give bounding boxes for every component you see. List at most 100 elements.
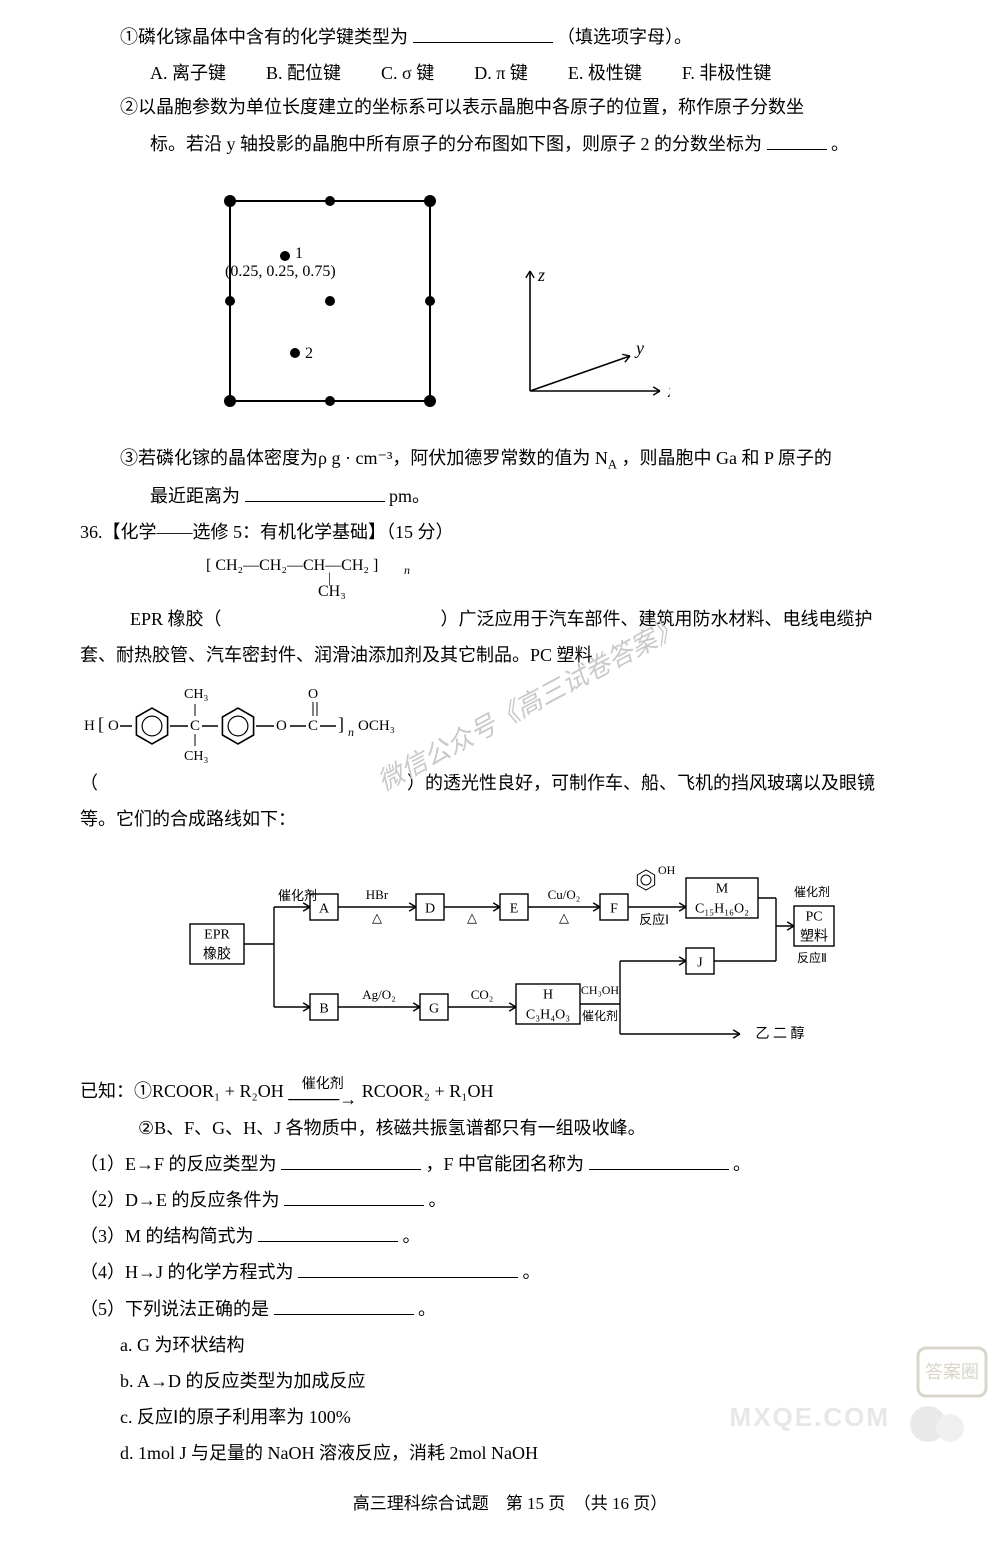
arrow-icon: ────→: [288, 1090, 357, 1108]
svg-text:CH₃OH: CH₃OH: [581, 983, 620, 997]
svg-text:M: M: [716, 882, 729, 897]
sub1b: ，F 中官能团名称为: [426, 1154, 585, 1174]
svg-text:D: D: [425, 902, 435, 917]
svg-text:[: [: [98, 714, 104, 734]
q35-p2b-tail: 。: [831, 134, 849, 154]
q35-opt-c[interactable]: C. σ 键: [381, 56, 434, 90]
q35-p2b-wrap: 标。若沿 y 轴投影的晶胞中所有原子的分布图如下图，则原子 2 的分数坐标为 。: [80, 127, 940, 161]
sub5: （5）下列说法正确的是 。: [80, 1292, 940, 1326]
sub2: （2）D→E 的反应条件为 。: [80, 1183, 940, 1217]
svg-text:△: △: [372, 910, 382, 925]
q35-p1-blank[interactable]: [413, 23, 553, 43]
reaction-scheme-diagram: EPR橡胶ABDEFGHC₃H₄O₃MC₁₅H₁₆O₂JPC塑料催化剂HBr△△…: [180, 844, 840, 1054]
svg-text:CO₂: CO₂: [471, 987, 494, 1002]
known-tail: RCOOR₂ + R₁OH: [362, 1081, 494, 1101]
svg-text:]: ]: [338, 714, 344, 734]
sub5-blank[interactable]: [274, 1295, 414, 1315]
sub1: （1）E→F 的反应类型为 ，F 中官能团名称为 。: [80, 1147, 940, 1181]
q35-figure-row: 1(0.25, 0.25, 0.75) 2 x y z: [200, 171, 940, 431]
sub4-blank[interactable]: [298, 1259, 518, 1279]
sub1-blank2[interactable]: [589, 1150, 729, 1170]
sub3t: （3）M 的结构简式为: [80, 1226, 254, 1246]
sub5-opt-a[interactable]: a. G 为环状结构: [80, 1328, 940, 1362]
svg-text:CH₃: CH₃: [318, 583, 346, 600]
svg-text:Cu/O₂: Cu/O₂: [548, 887, 581, 902]
svg-text:反应Ⅰ: 反应Ⅰ: [639, 912, 669, 927]
svg-text:CH₃: CH₃: [184, 749, 208, 764]
svg-text:J: J: [697, 956, 703, 971]
corner-watermark-icon: 答案圈: [912, 1342, 992, 1402]
pc-close: ）的透光性良好，可制作车、船、飞机的挡风玻璃以及眼镜: [407, 773, 875, 793]
known-1: 已知：①RCOOR₁ + R₂OH 催化剂 ────→ RCOOR₂ + R₁O…: [80, 1074, 940, 1108]
q35-NA-sub: A: [608, 457, 617, 471]
svg-text:C₃H₄O₃: C₃H₄O₃: [526, 1008, 570, 1023]
q35-p3a-tail: ，则晶胞中 Ga 和 P 原子的: [621, 448, 831, 468]
svg-text:2: 2: [305, 345, 313, 362]
q35-p3-blank[interactable]: [245, 482, 385, 502]
q35-p2b: 标。若沿 y 轴投影的晶胞中所有原子的分布图如下图，则原子 2 的分数坐标为: [150, 134, 762, 154]
q35-p2-blank[interactable]: [767, 130, 827, 150]
epr-line1: EPR 橡胶（ ）广泛应用于汽车部件、建筑用防水材料、电线电缆护: [80, 602, 940, 636]
svg-text:催化剂: 催化剂: [582, 1008, 618, 1023]
svg-text:塑料: 塑料: [800, 929, 828, 945]
unit-cell-diagram: 1(0.25, 0.25, 0.75) 2: [200, 171, 460, 431]
reaction-arrow-icon: 催化剂 ────→: [288, 1078, 357, 1108]
svg-text:反应Ⅱ: 反应Ⅱ: [797, 950, 827, 965]
sub5tail: 。: [418, 1299, 436, 1319]
svg-text:OH: OH: [658, 863, 676, 877]
wechat-logo-icon: [898, 1398, 988, 1448]
svg-text:y: y: [634, 338, 644, 358]
q35-opt-f[interactable]: F. 非极性键: [682, 56, 772, 90]
svg-text:△: △: [467, 910, 477, 925]
q35-p1-tail: （填选项字母）。: [557, 27, 692, 47]
svg-text:△: △: [559, 910, 569, 925]
svg-text:C: C: [190, 718, 200, 734]
known-pre: 已知：①RCOOR₁ + R₂OH: [80, 1081, 288, 1101]
q35-opt-b[interactable]: B. 配位键: [266, 56, 341, 90]
sub2-blank[interactable]: [284, 1186, 424, 1206]
svg-text:OCH₃: OCH₃: [358, 718, 395, 734]
svg-text:G: G: [429, 1002, 439, 1017]
sub5t: （5）下列说法正确的是: [80, 1299, 269, 1319]
q36-line3: 等。它们的合成路线如下：: [80, 802, 940, 836]
svg-text:催化剂: 催化剂: [278, 888, 317, 903]
pc-structure-diagram: H[OCCH₃CH₃OCO]nOCH₃: [80, 674, 470, 764]
svg-text:橡胶: 橡胶: [203, 946, 231, 963]
q35-opt-a[interactable]: A. 离子键: [150, 56, 226, 90]
sub2tail: 。: [429, 1190, 447, 1210]
svg-text:z: z: [537, 265, 545, 285]
svg-text:O: O: [276, 718, 287, 734]
sub2t: （2）D→E 的反应条件为: [80, 1190, 280, 1210]
brand-watermark: MXQE.COM: [730, 1393, 890, 1442]
sub1c: 。: [733, 1154, 751, 1174]
q35-p3a-wrap: ③若磷化镓的晶体密度为ρ g · cm⁻³，阿伏加德罗常数的值为 NA ，则晶胞…: [80, 441, 940, 478]
axes-diagram: x y z: [500, 261, 670, 431]
sub1-blank1[interactable]: [281, 1150, 421, 1170]
svg-text:B: B: [319, 1002, 328, 1017]
epr-post: ）广泛应用于汽车部件、建筑用防水材料、电线电缆护: [441, 609, 873, 629]
sub4tail: 。: [523, 1262, 541, 1282]
svg-text:[ CH₂—CH₂—CH—CH₂ ]: [ CH₂—CH₂—CH—CH₂ ]: [206, 557, 378, 574]
svg-text:n: n: [348, 725, 354, 739]
svg-text:H: H: [543, 988, 553, 1003]
q35-opt-e[interactable]: E. 极性键: [568, 56, 642, 90]
q35-p3b-wrap: 最近距离为 pm。: [80, 479, 940, 513]
q35-p3b: 最近距离为: [150, 486, 240, 506]
pc-struct-row: H[OCCH₃CH₃OCO]nOCH₃: [80, 674, 940, 764]
svg-text:1: 1: [295, 245, 303, 262]
sub4: （4）H→J 的化学方程式为 。: [80, 1255, 940, 1289]
sub1a: （1）E→F 的反应类型为: [80, 1154, 277, 1174]
q35-p3a: ③若磷化镓的晶体密度为ρ g · cm⁻³，阿伏加德罗常数的值为 N: [120, 448, 608, 468]
svg-text:(0.25, 0.25, 0.75): (0.25, 0.25, 0.75): [225, 263, 336, 280]
svg-text:x: x: [667, 381, 670, 401]
svg-text:HBr: HBr: [366, 887, 389, 902]
epr-structure-diagram: [ CH₂—CH₂—CH—CH₂ ]|CH₃n: [200, 552, 410, 600]
q35-opt-d[interactable]: D. π 键: [474, 56, 528, 90]
svg-text:H: H: [84, 718, 95, 734]
svg-text:EPR: EPR: [204, 928, 230, 943]
svg-text:CH₃: CH₃: [184, 687, 208, 702]
svg-text:催化剂: 催化剂: [794, 884, 830, 899]
sub3-blank[interactable]: [258, 1222, 398, 1242]
page-footer: 高三理科综合试题 第 15 页 （共 16 页）: [80, 1488, 940, 1520]
reaction-scheme-wrap: EPR橡胶ABDEFGHC₃H₄O₃MC₁₅H₁₆O₂JPC塑料催化剂HBr△△…: [80, 844, 940, 1054]
